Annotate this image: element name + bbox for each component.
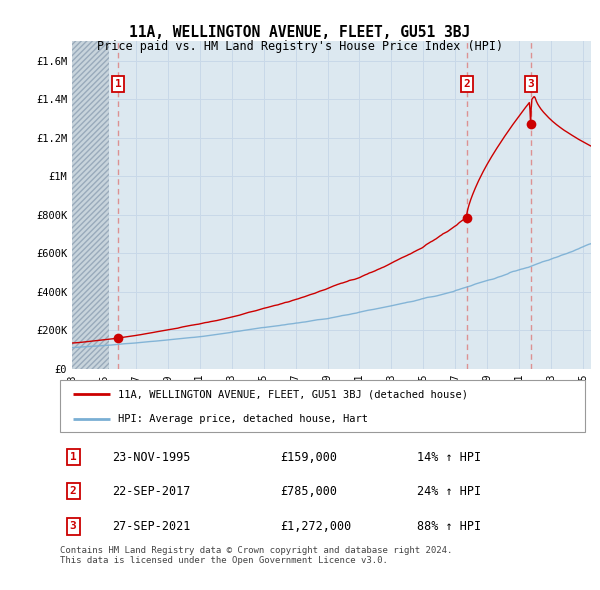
Text: 2: 2 [463, 79, 470, 89]
Text: £159,000: £159,000 [281, 451, 337, 464]
Text: 1: 1 [115, 79, 122, 89]
Text: 14% ↑ HPI: 14% ↑ HPI [417, 451, 481, 464]
Text: 88% ↑ HPI: 88% ↑ HPI [417, 520, 481, 533]
FancyBboxPatch shape [60, 380, 585, 432]
Text: 3: 3 [70, 522, 77, 532]
Text: £1,272,000: £1,272,000 [281, 520, 352, 533]
Text: 22-SEP-2017: 22-SEP-2017 [113, 485, 191, 498]
Text: 2: 2 [70, 486, 77, 496]
Text: 23-NOV-1995: 23-NOV-1995 [113, 451, 191, 464]
Text: Price paid vs. HM Land Registry's House Price Index (HPI): Price paid vs. HM Land Registry's House … [97, 40, 503, 53]
Text: £785,000: £785,000 [281, 485, 337, 498]
Text: 11A, WELLINGTON AVENUE, FLEET, GU51 3BJ (detached house): 11A, WELLINGTON AVENUE, FLEET, GU51 3BJ … [118, 389, 468, 399]
Text: 24% ↑ HPI: 24% ↑ HPI [417, 485, 481, 498]
Text: 27-SEP-2021: 27-SEP-2021 [113, 520, 191, 533]
Text: 1: 1 [70, 453, 77, 462]
Text: 11A, WELLINGTON AVENUE, FLEET, GU51 3BJ: 11A, WELLINGTON AVENUE, FLEET, GU51 3BJ [130, 25, 470, 40]
Text: HPI: Average price, detached house, Hart: HPI: Average price, detached house, Hart [118, 414, 368, 424]
Bar [72, 41, 109, 369]
Text: Contains HM Land Registry data © Crown copyright and database right 2024.
This d: Contains HM Land Registry data © Crown c… [60, 546, 452, 565]
Text: 3: 3 [527, 79, 535, 89]
